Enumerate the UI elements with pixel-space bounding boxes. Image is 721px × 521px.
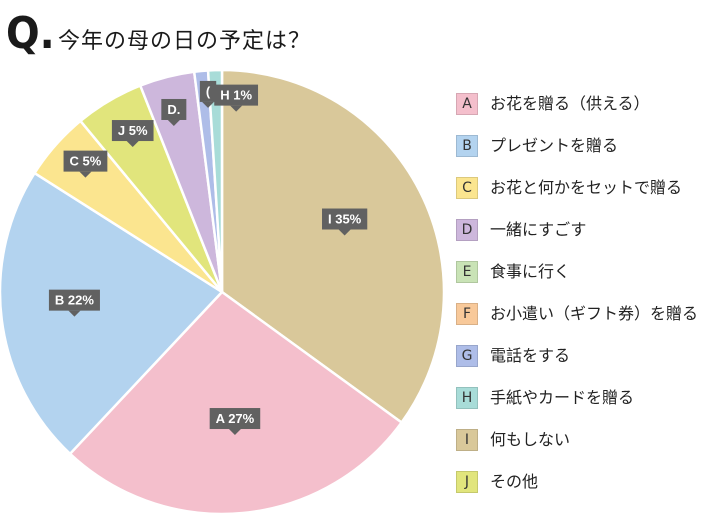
legend-swatch: C — [456, 177, 478, 199]
data-label-box — [214, 84, 259, 106]
data-label-b: B 22% — [48, 289, 100, 317]
data-label-text: D. — [167, 102, 180, 117]
chart-title: 今年の母の日の予定は？ — [58, 29, 312, 54]
data-label-pointer — [68, 310, 81, 317]
legend-swatch: B — [456, 135, 478, 157]
data-label-d: D. — [161, 98, 187, 126]
data-label-pointer — [338, 229, 351, 236]
data-label-box — [322, 208, 368, 230]
legend-swatch: G — [456, 345, 478, 367]
data-label-j: J 5% — [111, 120, 154, 148]
legend-swatch: A — [456, 93, 478, 115]
legend-swatch: E — [456, 261, 478, 283]
data-label-text: ( — [206, 84, 211, 99]
data-label-text: I 35% — [328, 212, 362, 227]
data-label-i: I 35% — [322, 208, 368, 236]
data-label-h: H 1% — [214, 84, 259, 112]
data-label-pointer — [230, 105, 243, 112]
data-label-box — [111, 120, 154, 142]
legend-label: 手紙やカードを贈る — [490, 388, 635, 407]
data-label-a: A 27% — [209, 408, 261, 436]
legend-swatch: D — [456, 219, 478, 241]
legend-label: プレゼントを贈る — [490, 136, 619, 155]
data-label-box — [48, 289, 100, 311]
data-label-pointer — [202, 101, 215, 108]
legend-label: 電話をする — [490, 346, 571, 365]
pie-slice-a — [68, 290, 403, 516]
data-label-pointer — [228, 429, 241, 436]
legend-swatch: I — [456, 429, 478, 451]
data-label-box — [199, 80, 217, 102]
data-label-text: A 27% — [216, 411, 255, 426]
pie-slice-h — [206, 68, 224, 294]
data-label-box — [161, 98, 187, 120]
legend-swatch: J — [456, 471, 478, 493]
legend-label: お小遣い（ギフト券）を贈る — [490, 304, 699, 323]
legend-label: 何もしない — [490, 430, 571, 449]
data-label-g: ( — [199, 80, 217, 108]
data-label-text: H 1% — [220, 88, 252, 103]
legend-swatch: F — [456, 303, 478, 325]
data-label-pointer — [167, 119, 180, 126]
pie-slice-i — [220, 68, 446, 424]
data-label-text: C 5% — [70, 154, 102, 169]
legend-label: 一緒にすごす — [490, 220, 587, 239]
pie-slice-b — [0, 171, 224, 456]
question-mark-q: Q. — [6, 8, 55, 59]
data-label-box — [209, 408, 261, 430]
data-label-text: J 5% — [118, 123, 148, 138]
data-label-pointer — [79, 171, 92, 178]
legend-label: お花を贈る（供える） — [490, 94, 650, 113]
legend-label: 食事に行く — [490, 262, 571, 281]
legend-label: その他 — [490, 472, 539, 491]
legend-swatch: H — [456, 387, 478, 409]
data-label-c: C 5% — [63, 150, 108, 178]
data-label-box — [63, 150, 108, 172]
legend-label: お花と何かをセットで贈る — [490, 178, 683, 197]
data-label-text: B 22% — [55, 293, 94, 308]
data-label-pointer — [126, 141, 139, 148]
